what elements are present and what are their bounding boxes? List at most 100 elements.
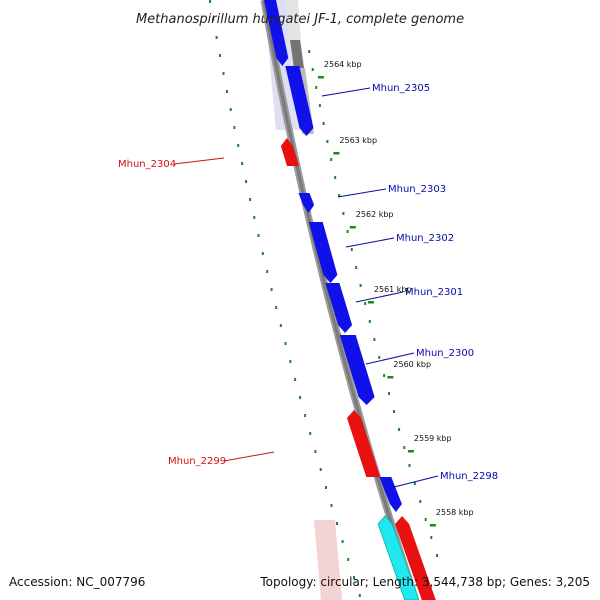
label-leader-line: [337, 188, 387, 198]
backbone: [260, 0, 420, 600]
outer-tick-dot: [266, 270, 269, 273]
outer-tick-dot: [347, 558, 350, 561]
label-leader-line: [389, 475, 439, 489]
label-leader-line: [365, 352, 415, 365]
inner-tick-dot: [355, 266, 358, 269]
outer-tick-dot: [249, 198, 252, 201]
gene-arrow-other: [377, 515, 420, 600]
outer-tick-dot: [257, 234, 260, 237]
backbone-line: [262, 0, 418, 600]
outer-tick-dot: [229, 108, 232, 111]
outer-tick-dot: [353, 576, 355, 579]
inner-tick-dot: [430, 536, 433, 539]
scale-tick-label: 2564 kbp: [324, 60, 362, 69]
outer-tick-dot: [275, 306, 278, 309]
outer-tick-dot: [212, 18, 215, 21]
gene-label-mhun-2300: Mhun_2300: [416, 348, 474, 359]
scale-tick-label: 2561 kbp: [374, 285, 412, 294]
gene-arrow-forward: [379, 477, 402, 512]
label-leader-line: [345, 237, 395, 248]
outer-tick-dot: [358, 594, 361, 597]
outer-tick-dot: [319, 468, 322, 471]
outer-tick-dot: [261, 252, 264, 255]
scale-tick-mark: [317, 76, 324, 79]
gene-arrow-reverse: [280, 138, 299, 166]
inner-tick-dot: [393, 410, 395, 413]
inner-tick-dot: [342, 212, 345, 215]
map-title: Methanospirillum hungatei JF-1, complete…: [136, 12, 464, 27]
inner-tick-dot: [338, 194, 341, 197]
label-leader-line: [223, 451, 275, 462]
scale-tick-mark: [349, 226, 356, 229]
gene-label-mhun-2298: Mhun_2298: [440, 471, 498, 482]
inner-tick-dot: [364, 302, 367, 305]
outer-tick-dot: [222, 72, 225, 75]
outer-tick-dot: [237, 144, 240, 147]
outer-tick-dot: [341, 540, 344, 543]
outer-tick-dot: [284, 342, 287, 345]
inner-tick-dot: [378, 356, 381, 359]
gene-arrow-forward: [308, 222, 338, 283]
outer-tick-dot: [279, 324, 282, 327]
scale-labels: 2564 kbp 2563 kbp 2562 kbp 2561 kbp 2560 kbp…: [317, 60, 474, 527]
inner-tick-dot: [350, 248, 353, 251]
gene-label-mhun-2299: Mhun_2299: [168, 456, 226, 467]
scale-tick-mark: [333, 152, 340, 155]
inner-tick-dot: [326, 140, 329, 143]
inner-tick-dot: [373, 338, 376, 341]
gene-label-mhun-2304: Mhun_2304: [118, 159, 176, 170]
inner-tick-dot: [315, 86, 318, 89]
gene-label-mhun-2303: Mhun_2303: [388, 184, 446, 195]
outer-tick-dot: [245, 180, 248, 183]
inner-tick-dot: [359, 284, 362, 287]
inner-tick-dot: [311, 68, 314, 71]
gene-features: [264, 0, 436, 600]
outer-tick-dot: [336, 522, 338, 525]
inner-tick-dot: [346, 230, 349, 233]
scale-tick-mark: [407, 450, 414, 453]
gene-label-mhun-2301: Mhun_2301: [405, 287, 463, 298]
label-leader-line: [355, 291, 404, 303]
inner-tick-dot: [383, 374, 386, 377]
outer-tick-dot: [253, 216, 256, 219]
outer-tick-dot: [314, 450, 317, 453]
label-leaders: [173, 87, 439, 489]
outer-tick-dot: [209, 0, 211, 3]
scale-tick-label: 2559 kbp: [414, 434, 452, 443]
outer-tick-dot: [215, 36, 218, 39]
inner-tick-dot: [408, 464, 411, 467]
inner-tick-dot: [413, 482, 416, 485]
inner-tick-dot: [330, 158, 333, 161]
outer-tick-dot: [304, 414, 307, 417]
scale-tick-label: 2563 kbp: [339, 136, 377, 145]
outer-tick-dot: [325, 486, 327, 489]
label-leader-line: [173, 157, 225, 165]
outer-tick-dot: [294, 378, 297, 381]
accession-text: Accession: NC_007796: [9, 575, 145, 589]
reverse-track-shade: [314, 520, 342, 600]
scale-tick-label: 2562 kbp: [356, 210, 394, 219]
gene-arrow-forward: [298, 193, 315, 213]
gene-arrow-forward: [264, 0, 289, 66]
inner-tick-dot: [419, 500, 422, 503]
inner-tick-dot: [424, 518, 427, 521]
scale-tick-mark: [429, 524, 436, 527]
gene-arrow-reverse: [395, 516, 436, 600]
outer-tick-dot: [241, 162, 244, 165]
tick-marks: [209, 0, 438, 597]
outer-tick-dot: [233, 126, 236, 129]
inner-tick-dot: [318, 104, 321, 107]
scale-tick-label: 2560 kbp: [393, 360, 431, 369]
inner-tick-dot: [388, 392, 390, 395]
gc-track-dark: [290, 40, 304, 68]
label-leader-line: [321, 87, 371, 97]
inner-tick-dot: [322, 122, 325, 125]
outer-tick-dot: [299, 396, 302, 399]
gene-arrow-forward: [339, 335, 375, 405]
scale-tick-mark: [367, 301, 374, 304]
outer-tick-dot: [309, 432, 312, 435]
inner-tick-dot: [403, 446, 406, 449]
inner-tick-dot: [398, 428, 401, 431]
gene-label-mhun-2305: Mhun_2305: [372, 83, 430, 94]
